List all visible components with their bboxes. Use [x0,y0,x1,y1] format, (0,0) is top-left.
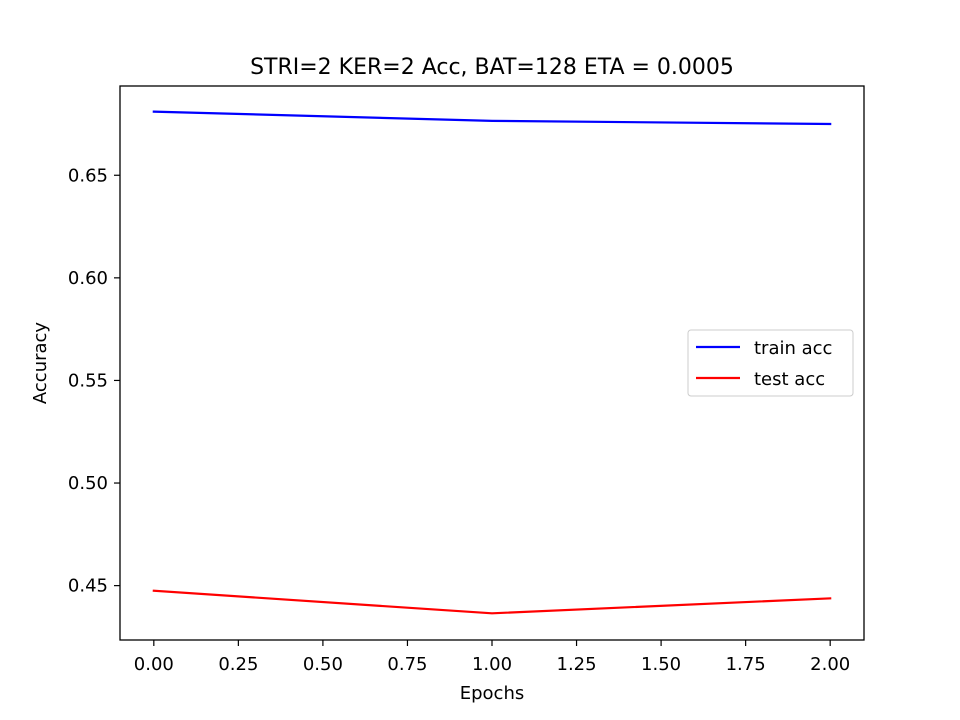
chart-title: STRI=2 KER=2 Acc, BAT=128 ETA = 0.0005 [250,55,734,80]
y-tick-label: 0.55 [68,370,108,391]
x-tick-label: 2.00 [810,654,850,675]
series-layer [152,110,832,615]
y-tick-label: 0.60 [68,268,108,289]
x-axis-label: Epochs [460,683,525,704]
x-tick-label: 1.25 [557,654,597,675]
legend-label-train-acc: train acc [754,338,832,359]
x-tick-label: 1.75 [726,654,766,675]
legend: train acc test acc [687,329,854,397]
x-axis: 0.00 0.25 0.50 0.75 1.00 1.25 1.50 1.75 2.00 [134,640,850,675]
y-tick-label: 0.50 [68,473,108,494]
x-tick-label: 0.25 [218,654,258,675]
x-tick-label: 1.50 [641,654,681,675]
series-line-test-acc [152,589,832,615]
x-tick-label: 1.00 [472,654,512,675]
y-tick-label: 0.65 [68,165,108,186]
y-axis-label: Accuracy [30,322,51,405]
legend-label-test-acc: test acc [754,369,825,390]
y-axis: 0.45 0.50 0.55 0.60 0.65 [68,165,120,597]
x-tick-label: 0.75 [387,654,427,675]
x-tick-label: 0.50 [303,654,343,675]
series-line-train-acc [152,110,832,126]
x-tick-label: 0.00 [134,654,174,675]
y-tick-label: 0.45 [68,576,108,597]
